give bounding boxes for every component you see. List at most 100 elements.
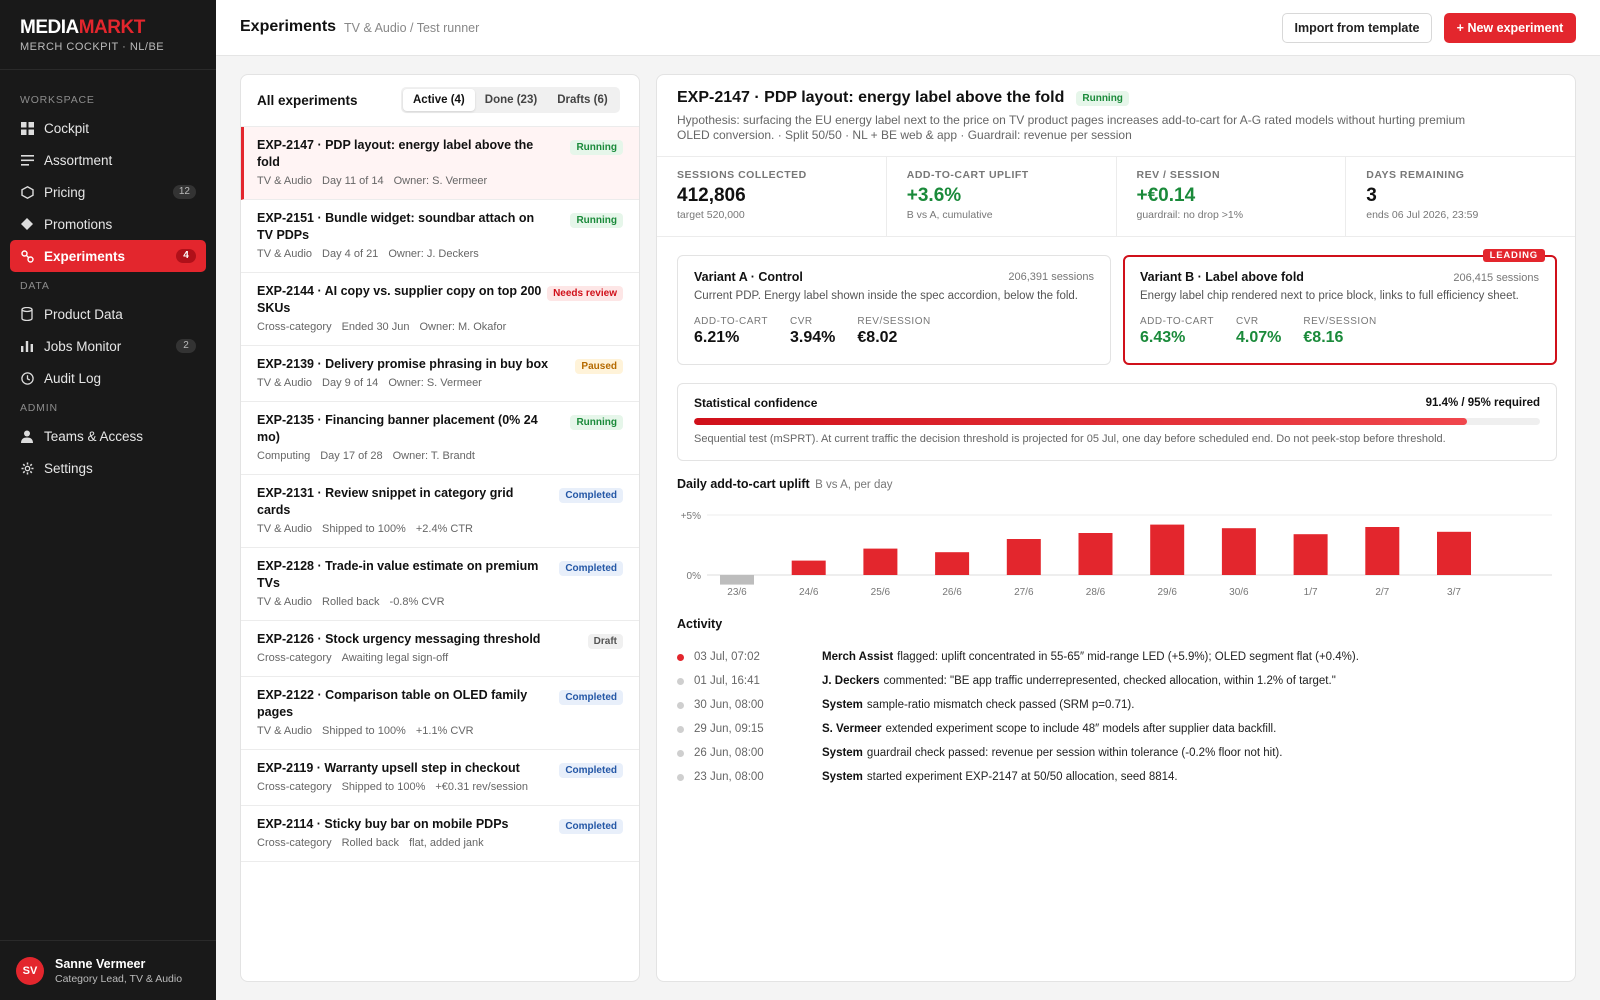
flask-icon (20, 249, 34, 263)
count-badge: 12 (172, 185, 196, 199)
kpi-value: 3 (1366, 185, 1377, 206)
list-item[interactable]: EXP-2147 · PDP layout: energy label abov… (241, 127, 639, 200)
sidebar-item-jobs-monitor[interactable]: Jobs Monitor 2 (10, 330, 206, 362)
list-item[interactable]: EXP-2151 · Bundle widget: soundbar attac… (241, 200, 639, 273)
variant-description: Current PDP. Energy label shown inside t… (694, 290, 1078, 302)
sidebar-item-assortment[interactable]: Assortment (10, 144, 206, 176)
diamond-icon (20, 217, 34, 231)
sidebar-item-label: Audit Log (44, 370, 102, 386)
sidebar-item-label: Settings (44, 460, 93, 476)
meta-field: TV & Audio (257, 175, 313, 187)
section-workspace: WORKSPACE (20, 94, 95, 106)
status-badge: Running (570, 415, 623, 430)
activity-feed: 03 Jul, 07:02 Merch Assist flagged: uplift… (677, 645, 1557, 789)
experiment-meta: Cross-category Awaiting legal sign-off (257, 652, 549, 664)
activity-time: 23 Jun, 08:00 (694, 771, 764, 783)
kpi-label: SESSIONS COLLECTED (677, 169, 807, 181)
breadcrumb: TV & Audio / Test runner (344, 21, 480, 35)
sidebar-item-product-data[interactable]: Product Data (10, 298, 206, 330)
kpi-value: 412,806 (677, 185, 746, 206)
activity-time: 01 Jul, 16:41 (694, 675, 760, 687)
variant-metrics: ADD-TO-CART 6.43% CVR 4.07% REV/SESSION €8.… (1140, 316, 1540, 347)
list-item[interactable]: EXP-2126 · Stock urgency messaging thres… (241, 621, 639, 677)
metric-value: €8.02 (857, 329, 898, 346)
activity-row: 03 Jul, 07:02 Merch Assist flagged: uplift… (677, 645, 1557, 669)
clock-icon (20, 371, 34, 385)
list-item[interactable]: EXP-2144 · AI copy vs. supplier copy on … (241, 273, 639, 346)
section-admin: ADMIN (20, 402, 58, 414)
sidebar-item-audit-log[interactable]: Audit Log (10, 362, 206, 394)
database-icon (20, 307, 34, 321)
logo[interactable]: MEDIAMARKT (20, 18, 196, 38)
tab-drafts[interactable]: Drafts (6) (557, 94, 608, 106)
variant-metrics: ADD-TO-CART 6.21% CVR 3.94% REV/SESSION €8.… (694, 316, 1094, 347)
user-name: Sanne Vermeer (55, 956, 146, 971)
activity-message: guardrail check passed: revenue per sess… (866, 747, 1283, 759)
kpi-label: DAYS REMAINING (1366, 169, 1465, 181)
meta-field: TV & Audio (257, 725, 313, 737)
meta-field: Owner: S. Vermeer (393, 175, 488, 187)
list-icon (20, 153, 34, 167)
chart-bar (1365, 527, 1400, 575)
status-badge: Paused (575, 359, 623, 374)
activity-message: flagged: uplift concentrated in 55-65″ m… (897, 651, 1359, 663)
meta-field: +2.4% CTR (415, 523, 474, 535)
sidebar-item-promotions[interactable]: Promotions (10, 208, 206, 240)
sidebar-item-teams-access[interactable]: Teams & Access (10, 420, 206, 452)
list-item[interactable]: EXP-2119 · Warranty upsell step in check… (241, 750, 639, 806)
list-heading: All experiments (257, 93, 358, 108)
logo-part-markt: MARKT (78, 17, 146, 38)
status-badge: Draft (587, 634, 623, 649)
x-tick-label: 3/7 (1447, 587, 1461, 598)
sidebar-item-label: Teams & Access (44, 428, 144, 444)
sidebar-item-cockpit[interactable]: Cockpit (10, 112, 206, 144)
sidebar-item-settings[interactable]: Settings (10, 452, 206, 484)
variant-a-card[interactable]: Variant A · Control 206,391 sessions Cur… (677, 255, 1111, 365)
list-item[interactable]: EXP-2122 · Comparison table on OLED fami… (241, 677, 639, 750)
sidebar-item-label: Pricing (44, 184, 86, 200)
meta-field: +1.1% CVR (415, 725, 474, 737)
section-data: DATA (20, 280, 50, 292)
meta-field: TV & Audio (257, 596, 313, 608)
activity-message: sample-ratio mismatch check passed (SRM … (866, 699, 1135, 711)
experiment-title: EXP-2135 · Financing banner placement (0… (257, 413, 538, 444)
list-item[interactable]: EXP-2139 · Delivery promise phrasing in … (241, 346, 639, 402)
meta-field: Owner: M. Okafor (419, 321, 507, 333)
sidebar-item-experiments[interactable]: Experiments 4 (10, 240, 206, 272)
x-tick-label: 2/7 (1375, 587, 1389, 598)
kpi-sessions: SESSIONS COLLECTED 412,806 target 520,00… (657, 157, 887, 236)
kpi-sub: B vs A, cumulative (906, 209, 993, 221)
experiment-list-panel: All experiments Active (4) Done (23) Dra… (240, 74, 640, 982)
x-tick-label: 23/6 (727, 587, 747, 598)
activity-title: Activity (677, 617, 723, 631)
variant-b-card[interactable]: LEADING Variant B · Label above fold 206… (1123, 249, 1557, 365)
x-tick-label: 28/6 (1086, 587, 1106, 598)
list-item[interactable]: EXP-2114 · Sticky buy bar on mobile PDPs… (241, 806, 639, 862)
experiment-meta: Cross-category Rolled back flat, added jan… (257, 837, 549, 849)
experiment-title: EXP-2144 · AI copy vs. supplier copy on … (257, 284, 542, 315)
confidence-bar (694, 418, 1540, 425)
list-item[interactable]: EXP-2131 · Review snippet in category gr… (241, 475, 639, 548)
status-badge: Completed (559, 561, 623, 576)
experiment-meta: Cross-category Shipped to 100% +€0.31 rev/… (257, 781, 549, 793)
sidebar-item-pricing[interactable]: Pricing 12 (10, 176, 206, 208)
tab-active[interactable]: Active (4) (403, 89, 475, 111)
new-experiment-button[interactable]: + New experiment (1444, 13, 1576, 43)
metric-label: REV/SESSION (857, 316, 931, 327)
experiment-title: EXP-2139 · Delivery promise phrasing in … (257, 357, 549, 371)
activity-row: 29 Jun, 09:15 S. Vermeer extended experime… (677, 717, 1557, 741)
list-item[interactable]: EXP-2135 · Financing banner placement (0… (241, 402, 639, 475)
chart-bar (1437, 531, 1471, 575)
experiment-title: EXP-2151 · Bundle widget: soundbar attac… (257, 211, 535, 242)
tab-done[interactable]: Done (23) (484, 94, 538, 106)
import-template-button[interactable]: Import from template (1282, 13, 1432, 43)
list-item[interactable]: EXP-2128 · Trade-in value estimate on pr… (241, 548, 639, 621)
user-profile[interactable]: SV Sanne Vermeer Category Lead, TV & Aud… (0, 940, 216, 1000)
experiment-meta: TV & Audio Shipped to 100% +1.1% CVR (257, 725, 549, 737)
meta-field: Rolled back (341, 837, 400, 849)
x-tick-label: 1/7 (1304, 587, 1318, 598)
status-dot-icon (677, 701, 684, 709)
brand-subtitle: MERCH COCKPIT · NL/BE (20, 41, 165, 53)
meta-field: Computing (257, 450, 311, 462)
meta-field: +€0.31 rev/session (435, 781, 529, 793)
